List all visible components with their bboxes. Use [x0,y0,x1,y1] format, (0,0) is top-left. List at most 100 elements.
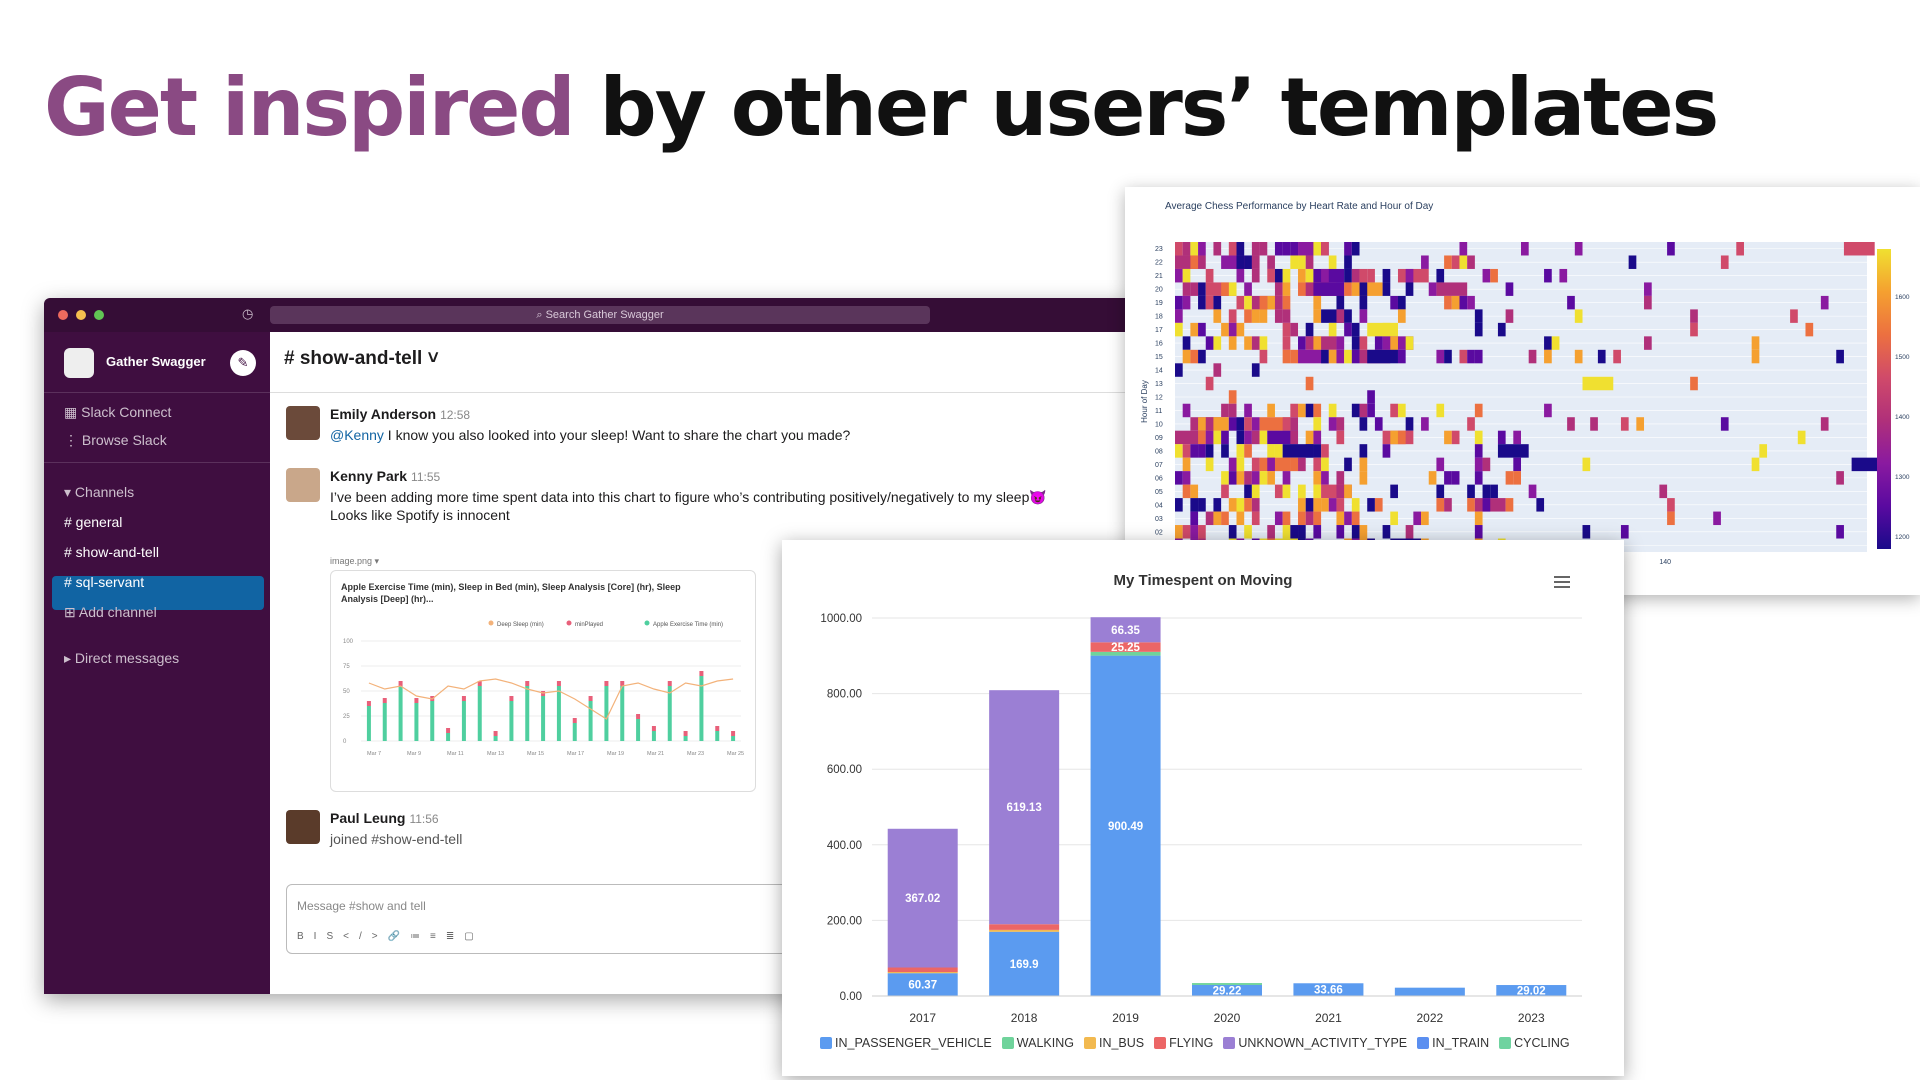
history-icon[interactable]: ◷ [242,306,254,321]
format-tool-icon[interactable]: I [313,931,327,942]
legend-item[interactable]: FLYING [1154,1036,1213,1050]
legend-item[interactable]: IN_BUS [1083,1036,1144,1050]
heatmap-cell [1282,268,1291,283]
format-tool-icon[interactable]: </> [343,931,388,942]
y-tick-label: 08 [1155,448,1163,455]
x-tick-label: 2017 [909,1011,936,1025]
heatmap-cell [1228,498,1237,512]
add-channel-button[interactable]: ⊞ Add channel [64,604,157,621]
search-input[interactable]: ⌕ Search Gather Swagger [270,306,930,324]
heatmap-cell [1474,349,1483,364]
heatmap-cell [1182,268,1191,283]
bar-segment [887,972,958,974]
workspace-name[interactable]: Gather Swagger [106,354,206,369]
bar-cap [493,731,498,736]
workspace-icon[interactable] [64,348,94,378]
sidebar-item-slack-connect[interactable]: ▦ Slack Connect [64,404,171,421]
menu-icon[interactable] [1554,576,1570,588]
minimize-window-icon[interactable] [76,310,86,320]
attachment-label[interactable]: image.png ▾ [330,556,380,566]
direct-messages-toggle[interactable]: ▸ Direct messages [64,650,179,667]
legend-item[interactable]: IN_PASSENGER_VEHICLE [820,1036,992,1050]
sidebar-item-general[interactable]: # general [64,514,123,530]
maximize-window-icon[interactable] [94,310,104,320]
heatmap-cell [1397,295,1406,310]
heatmap-cell [1274,268,1283,283]
format-tool-icon[interactable]: 🔗 [387,931,411,942]
heatmap-cell [1359,444,1368,458]
legend-item[interactable]: IN_TRAIN [1417,1036,1489,1050]
user-mention[interactable]: @Kenny [330,427,384,443]
message-author[interactable]: Emily Anderson 12:58 [330,406,470,422]
heatmap-cell [1259,242,1268,256]
message-time[interactable]: 11:55 [411,470,441,484]
heatmap-cell [1344,322,1352,337]
avatar[interactable] [286,810,320,844]
heatmap-cell [1244,255,1252,269]
heatmap-cell [1175,322,1183,337]
channel-title[interactable]: # show-and-tell ˅ [284,348,439,369]
close-window-icon[interactable] [58,310,68,320]
data-label: 169.9 [1010,959,1039,971]
bar-segment [887,828,958,968]
format-tool-icon[interactable]: ≔ [410,931,431,942]
compose-icon[interactable]: ✎ [230,350,256,376]
heatmap-cell [1444,498,1452,512]
message-author[interactable]: Kenny Park 11:55 [330,468,440,484]
heatmap-cell [1459,242,1468,256]
sidebar-item-show-and-tell[interactable]: # show-and-tell [64,544,159,560]
avatar[interactable] [286,468,320,502]
heatmap-cell [1190,255,1199,269]
heatmap-cell [1336,430,1345,445]
heatmap-cell [1444,471,1452,485]
heatmap-cell [1667,511,1675,526]
message-author[interactable]: Paul Leung 11:56 [330,810,439,826]
heatmap-cell [1382,444,1391,458]
heatmap-cell [1459,349,1468,364]
format-tool-icon[interactable]: ▢ [464,931,484,942]
legend-item[interactable]: UNKNOWN_ACTIVITY_TYPE [1223,1036,1407,1050]
bar-cap [477,681,482,686]
heatmap-cell [1359,457,1368,472]
format-tool-icon[interactable]: S [326,931,344,942]
format-tool-icon[interactable]: ≣ [445,931,465,942]
heatmap-cell [1313,471,1322,485]
attachment-image[interactable]: Apple Exercise Time (min), Sleep in Bed … [330,570,756,792]
heatmap-cell [1574,309,1583,323]
heatmap-cell [1228,242,1237,256]
heatmap-cell [1713,511,1721,526]
heatmap-cell [1182,525,1191,539]
message-time[interactable]: 11:56 [409,812,439,826]
y-tick-label: 02 [1155,529,1163,536]
heatmap-cell [1236,457,1245,472]
heatmap-cell [1367,322,1398,337]
heatmap-cell [1467,295,1475,310]
message-input[interactable]: Message #show and tell [297,899,426,913]
heatmap-cell [1298,255,1306,269]
heatmap-cell [1282,242,1291,256]
channels-section-toggle[interactable]: ▾ Channels [64,484,134,501]
heatmap-cell [1336,336,1345,350]
message-composer[interactable]: Message #show and tell BIS</>🔗≔≡≣▢ [286,884,1134,954]
heatmap-cell [1198,322,1206,337]
format-tool-icon[interactable]: ≡ [430,931,446,942]
heatmap-cell [1390,403,1398,418]
sidebar-item-sql-servant[interactable]: # sql-servant [64,574,145,590]
bar [493,736,498,741]
legend-item[interactable]: CYCLING [1499,1036,1570,1050]
bar-segment [1090,642,1161,652]
format-tool-icon[interactable]: B [297,931,314,942]
heatmap-cell [1321,471,1329,485]
heatmap-cell [1390,484,1398,499]
bar-segment [1293,983,1364,996]
sidebar-item-browse-slack[interactable]: ⋮ Browse Slack [64,432,167,449]
message-time[interactable]: 12:58 [440,408,471,422]
heatmap-cell [1282,484,1291,499]
x-tick-label: 2022 [1417,1011,1444,1025]
y-tick-label: 06 [1155,475,1163,482]
legend-item[interactable]: WALKING [1001,1036,1074,1050]
x-tick-label: Mar 21 [647,751,664,757]
bar-segment [989,929,1060,932]
avatar[interactable] [286,406,320,440]
heatmap-cell [1251,430,1260,445]
